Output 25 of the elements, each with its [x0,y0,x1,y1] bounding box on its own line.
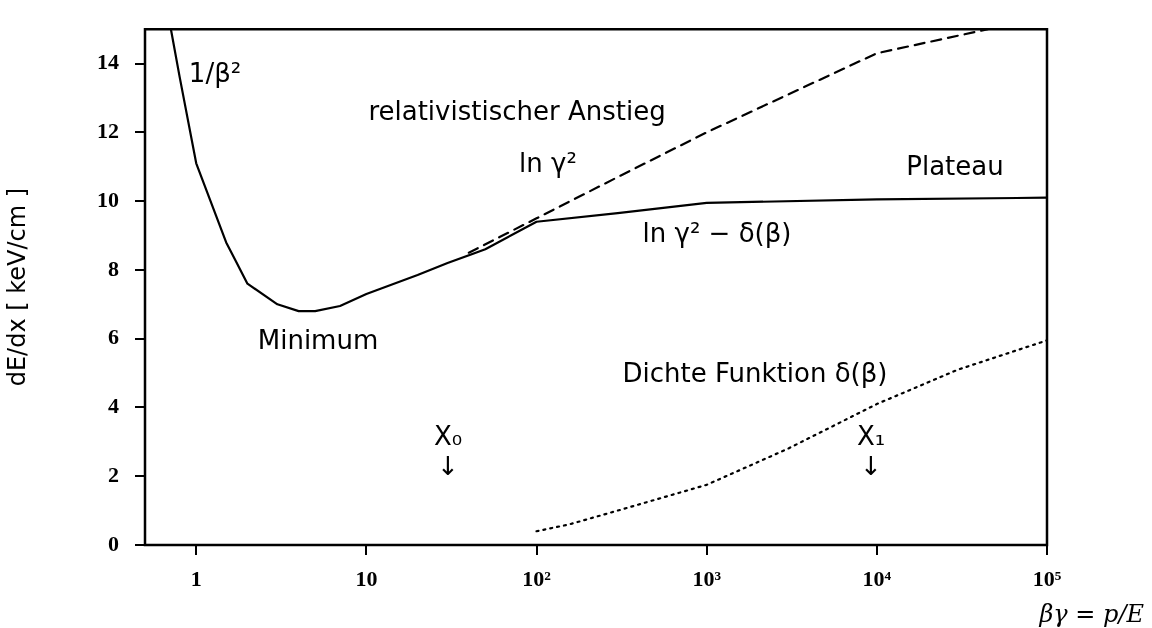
x-tick-label: 1 [190,565,202,591]
annotation: Dichte Funktion δ(β) [622,357,888,388]
x-tick-label: 10² [522,565,552,591]
y-tick-label: 2 [108,461,119,487]
x-tick-label: 10 [355,565,378,591]
y-tick-label: 0 [108,530,119,556]
annotation: Minimum [257,324,379,355]
annotation: ln γ² − δ(β) [642,217,792,248]
annotation: X₁ ↓ [856,420,886,481]
x-tick-label: 10³ [692,565,722,591]
annotation: relativistischer Anstieg [368,95,666,126]
annotation: ln γ² [519,147,577,178]
x-tick-label: 10⁴ [862,565,892,591]
y-axis-title: dE/dx [ keV/cm ] [2,187,31,387]
x-axis-title: βγ = p/E [1038,600,1145,628]
y-tick-label: 14 [97,49,119,75]
annotation: X₀ ↓ [433,420,463,481]
annotation: Plateau [906,150,1004,181]
y-tick-label: 10 [97,186,119,212]
x-tick-label: 10⁵ [1032,565,1062,591]
y-tick-label: 8 [108,255,119,281]
annotation: 1/β² [188,57,242,88]
y-tick-label: 6 [108,324,119,350]
y-tick-label: 12 [97,118,119,144]
y-tick-label: 4 [108,393,119,419]
